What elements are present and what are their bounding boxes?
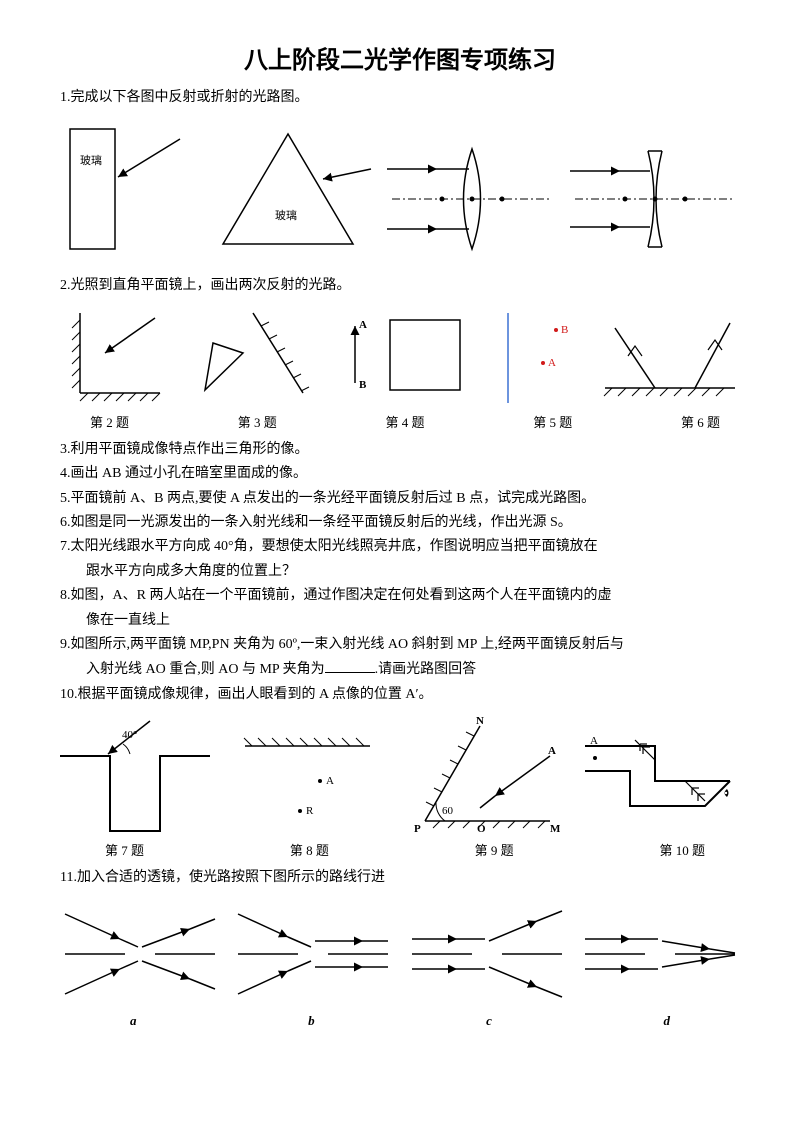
fig-label-7: 第 7 题 (105, 840, 144, 859)
fig-label-5: 第 5 题 (533, 412, 572, 431)
figure-row-q11 (60, 899, 740, 1009)
label-A-q10: A (590, 735, 598, 747)
label-A-q9: A (548, 745, 556, 757)
label-B-q5: B (561, 324, 568, 336)
label-A-q8: A (326, 775, 334, 787)
q7-fig: 40° (60, 716, 210, 836)
fig-label-3: 第 3 题 (238, 412, 277, 431)
label-R-q8: R (306, 805, 314, 817)
question-9a: 9.如图所示,两平面镜 MP,PN 夹角为 60º,一束入射光线 AO 斜射到 … (60, 634, 740, 656)
angle-60: 60 (442, 805, 454, 817)
figure-row-q1: 玻璃 玻璃 (60, 119, 740, 259)
q11-fig-d (580, 899, 740, 1009)
angle-40: 40° (122, 729, 137, 741)
q2-fig (60, 308, 170, 408)
q11-fig-a (60, 899, 220, 1009)
glass-label-2: 玻璃 (275, 208, 297, 222)
blank-q9 (325, 658, 375, 673)
fig-label-6: 第 6 题 (681, 412, 720, 431)
figure-row-q2-6: A B B A (60, 308, 740, 408)
q9-fig: 60 N A M P O (400, 716, 560, 836)
question-3: 3.利用平面镜成像特点作出三角形的像。 (60, 439, 740, 461)
q3-fig (193, 308, 313, 408)
label-N: N (476, 716, 484, 727)
fig-label-10: 第 10 题 (659, 840, 705, 859)
q6-fig (600, 308, 740, 408)
question-5: 5.平面镜前 A、B 两点,要使 A 点发出的一条光经平面镜反射后过 B 点，试… (60, 488, 740, 510)
fig-label-c: c (486, 1013, 492, 1029)
q11-fig-b (233, 899, 393, 1009)
q1-fig-prism: 玻璃 (203, 119, 373, 259)
q1-fig-concave-lens (570, 139, 740, 259)
q1-fig-glass-block: 玻璃 (60, 119, 190, 259)
figure-row-q7-10: 40° A R 60 (60, 716, 740, 836)
figure-labels-row-3: a b c d (60, 1013, 740, 1029)
question-11: 11.加入合适的透镜，使光路按照下图所示的路线行进 (60, 867, 740, 889)
question-7a: 7.太阳光线跟水平方向成 40°角，要想使太阳光线照亮井底，作图说明应当把平面镜… (60, 536, 740, 558)
label-O: O (477, 823, 486, 835)
question-8b: 像在一直线上 (60, 610, 740, 632)
fig-label-a: a (130, 1013, 137, 1029)
fig-label-4: 第 4 题 (385, 412, 424, 431)
question-1: 1.完成以下各图中反射或折射的光路图。 (60, 87, 740, 109)
fig-label-b: b (308, 1013, 315, 1029)
q4-fig: A B (335, 308, 465, 408)
question-10: 10.根据平面镜成像规律，画出人眼看到的 A 点像的位置 A′。 (60, 684, 740, 706)
label-A-q5: A (548, 357, 556, 369)
q10-fig: A (580, 726, 740, 836)
figure-labels-row-1: 第 2 题 第 3 题 第 4 题 第 5 题 第 6 题 (60, 412, 740, 431)
glass-label: 玻璃 (80, 153, 102, 167)
q1-fig-convex-lens (387, 139, 557, 259)
q5-fig: B A (488, 308, 578, 408)
question-9b: 入射光线 AO 重合,则 AO 与 MP 夹角为.请画光路图回答 (60, 658, 740, 681)
label-P: P (414, 823, 421, 835)
fig-label-9: 第 9 题 (475, 840, 514, 859)
label-M: M (550, 823, 560, 835)
question-2: 2.光照到直角平面镜上，画出两次反射的光路。 (60, 275, 740, 297)
label-B: B (359, 379, 367, 391)
q8-fig: A R (230, 726, 380, 836)
label-A: A (359, 319, 367, 331)
question-6: 6.如图是同一光源发出的一条入射光线和一条经平面镜反射后的光线，作出光源 S。 (60, 512, 740, 534)
fig-label-d: d (663, 1013, 670, 1029)
fig-label-8: 第 8 题 (290, 840, 329, 859)
question-8a: 8.如图，A、R 两人站在一个平面镜前，通过作图决定在何处看到这两个人在平面镜内… (60, 585, 740, 607)
question-4: 4.画出 AB 通过小孔在暗室里面成的像。 (60, 463, 740, 485)
fig-label-2: 第 2 题 (90, 412, 129, 431)
page-title: 八上阶段二光学作图专项练习 (60, 40, 740, 75)
figure-labels-row-2: 第 7 题 第 8 题 第 9 题 第 10 题 (60, 840, 740, 859)
q11-fig-c (407, 899, 567, 1009)
question-7b: 跟水平方向成多大角度的位置上？ (60, 561, 740, 583)
